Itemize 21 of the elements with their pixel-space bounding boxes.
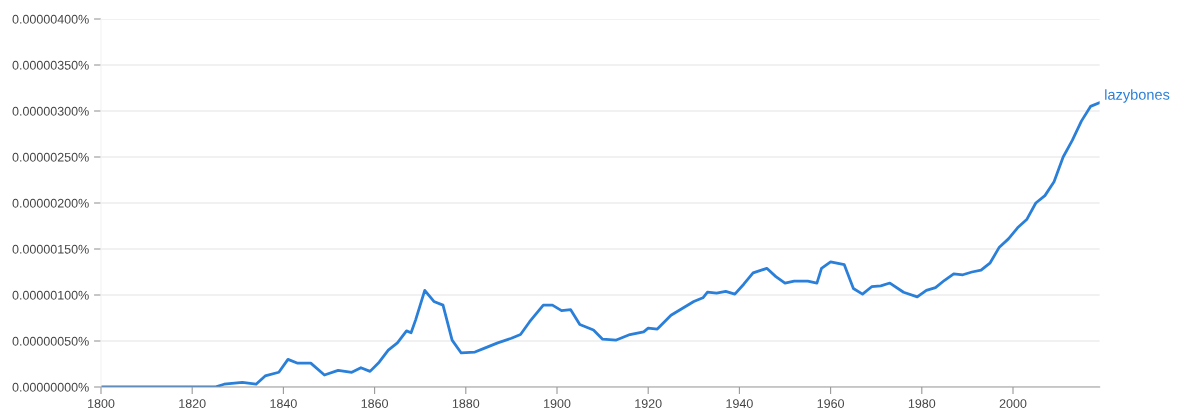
y-tick-label: 0.00000300% [12,106,89,116]
y-tick-label: 0.00000150% [12,244,89,254]
x-tick-label: 1880 [452,399,480,408]
y-tick-label: 0.00000200% [12,198,89,208]
x-tick-label: 1980 [908,399,936,408]
x-tick-label: 1940 [726,399,753,408]
y-tick-label: 0.00000400% [12,14,89,24]
x-tick-label: 1860 [361,399,389,408]
y-tick-label: 0.00000050% [12,336,89,346]
y-tick-label: 0.00000000% [12,382,89,392]
x-tick-label: 1800 [88,399,115,408]
x-tick-label: 1840 [270,399,297,408]
y-tick-label: 0.00000100% [12,290,89,300]
x-tick-label: 1820 [179,399,206,408]
x-tick-label: 2000 [999,399,1027,408]
y-tick-label: 0.00000350% [12,60,89,70]
x-tick-label: 1920 [635,399,662,408]
series-label: lazybones [1105,89,1170,103]
x-tick-label: 1960 [817,399,845,408]
y-tick-label: 0.00000250% [12,152,89,162]
x-tick-label: 1900 [544,399,571,408]
